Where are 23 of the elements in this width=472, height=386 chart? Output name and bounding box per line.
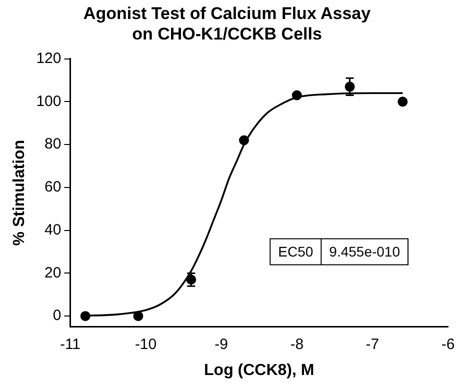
- annotation: 9.455e-010: [329, 244, 400, 260]
- x-tick-label: -6: [441, 336, 455, 353]
- y-tick-label: 60: [44, 178, 62, 196]
- y-tick-label: 120: [36, 50, 62, 67]
- y-tick-label: 40: [44, 221, 62, 238]
- y-tick-label: 100: [36, 92, 62, 110]
- x-tick-label: -9: [214, 336, 228, 353]
- annotation: EC50: [278, 244, 314, 260]
- y-tick-label: 80: [44, 136, 62, 153]
- x-tick-label: -11: [60, 336, 81, 353]
- point: [80, 311, 90, 322]
- x-axis-title: Log (CCK8), M: [204, 362, 314, 379]
- point: [398, 96, 408, 107]
- y-tick-label: 0: [52, 307, 62, 324]
- x-tick-label: -10: [134, 336, 157, 353]
- chart-title: Agonist Test of Calcium Flux Assay on CHO-K1/CCKB Cells: [83, 4, 372, 44]
- y-tick-label: 20: [44, 264, 62, 282]
- x-tick-label: -7: [366, 336, 380, 353]
- point: [239, 135, 250, 146]
- y-axis-title: % Stimulation: [11, 140, 28, 246]
- point: [133, 311, 144, 322]
- x-tick-label: -8: [290, 336, 304, 353]
- point: [292, 90, 302, 100]
